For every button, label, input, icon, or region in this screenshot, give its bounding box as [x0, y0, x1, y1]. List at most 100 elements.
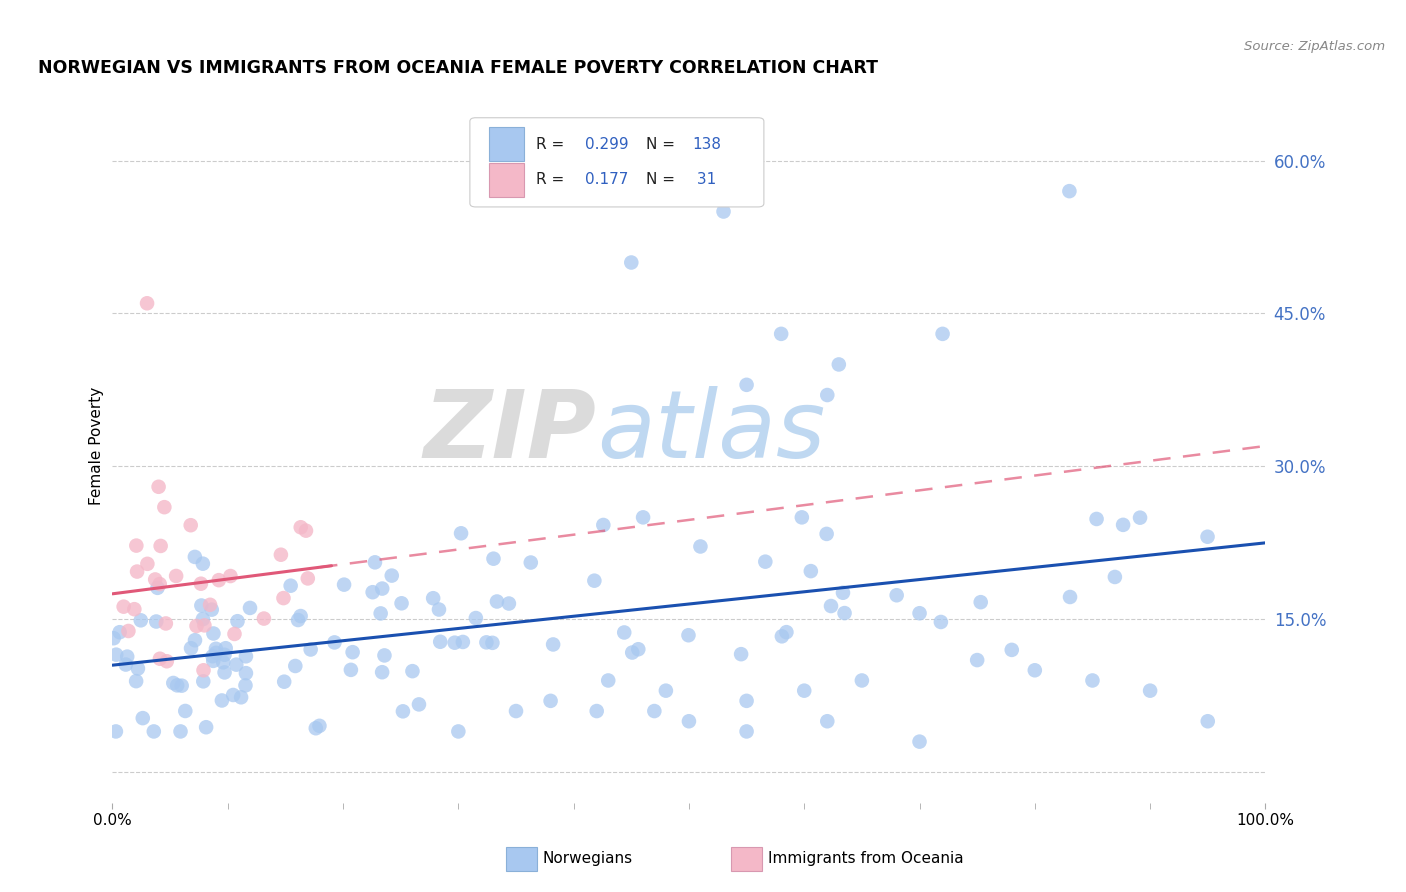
Point: [136, 296, 159, 310]
Point: [166, 678, 188, 692]
Point: [191, 557, 214, 571]
Point: [229, 690, 252, 705]
Point: [103, 631, 125, 645]
Point: [520, 556, 543, 570]
Point: [373, 648, 395, 663]
Point: [1024, 663, 1046, 677]
Point: [735, 694, 758, 708]
Point: [222, 688, 245, 702]
Point: [790, 510, 813, 524]
Point: [713, 204, 735, 219]
Text: Source: ZipAtlas.com: Source: ZipAtlas.com: [1244, 40, 1385, 54]
Point: [226, 614, 249, 628]
Point: [886, 588, 908, 602]
Point: [464, 611, 486, 625]
Point: [108, 625, 131, 640]
Text: Immigrants from Oceania: Immigrants from Oceania: [768, 851, 963, 865]
Point: [125, 674, 148, 689]
Point: [1139, 683, 1161, 698]
Point: [851, 673, 873, 688]
Point: [908, 606, 931, 620]
Point: [235, 666, 257, 681]
Text: R =: R =: [536, 136, 568, 152]
Point: [793, 683, 815, 698]
Point: [105, 648, 128, 662]
Point: [1129, 510, 1152, 524]
Point: [299, 642, 322, 657]
Point: [225, 657, 247, 672]
Point: [970, 595, 993, 609]
Point: [815, 388, 838, 402]
Point: [190, 599, 212, 613]
Point: [1059, 590, 1081, 604]
Point: [115, 649, 138, 664]
Point: [481, 636, 503, 650]
Point: [146, 581, 169, 595]
Text: Norwegians: Norwegians: [543, 851, 633, 865]
Point: [142, 724, 165, 739]
Point: [655, 683, 678, 698]
Point: [631, 510, 654, 524]
Point: [305, 721, 328, 735]
Point: [205, 646, 228, 660]
Text: NORWEGIAN VS IMMIGRANTS FROM OCEANIA FEMALE POVERTY CORRELATION CHART: NORWEGIAN VS IMMIGRANTS FROM OCEANIA FEM…: [38, 59, 877, 77]
Point: [125, 539, 148, 553]
Point: [117, 624, 139, 638]
Point: [273, 591, 295, 606]
Point: [754, 555, 776, 569]
Text: 31: 31: [692, 172, 717, 187]
Point: [193, 674, 215, 689]
Point: [505, 704, 527, 718]
Point: [235, 649, 257, 664]
Point: [125, 565, 148, 579]
Point: [371, 665, 394, 680]
Point: [592, 518, 614, 533]
Point: [621, 646, 644, 660]
Point: [408, 698, 430, 712]
Point: [735, 377, 758, 392]
Text: N =: N =: [647, 136, 681, 152]
Point: [127, 661, 149, 675]
Point: [333, 577, 356, 591]
Point: [169, 724, 191, 739]
Point: [730, 647, 752, 661]
Point: [429, 634, 451, 648]
Point: [678, 628, 700, 642]
Point: [620, 255, 643, 269]
Point: [1085, 512, 1108, 526]
Point: [598, 673, 620, 688]
Text: atlas: atlas: [596, 386, 825, 477]
Point: [195, 720, 218, 734]
Point: [392, 704, 415, 718]
Point: [361, 585, 384, 599]
Point: [191, 612, 214, 626]
Point: [678, 714, 700, 729]
Text: ZIP: ZIP: [423, 385, 596, 478]
Point: [208, 573, 231, 587]
Point: [202, 654, 225, 668]
Point: [391, 596, 413, 610]
Y-axis label: Female Poverty: Female Poverty: [89, 387, 104, 505]
Point: [443, 636, 465, 650]
Point: [235, 678, 257, 692]
Point: [149, 539, 172, 553]
Point: [149, 652, 172, 666]
Point: [170, 679, 193, 693]
Point: [1001, 643, 1024, 657]
Point: [834, 606, 856, 620]
Point: [295, 524, 318, 538]
Point: [929, 615, 952, 629]
Point: [215, 641, 238, 656]
Point: [290, 609, 312, 624]
Point: [202, 626, 225, 640]
Point: [148, 480, 170, 494]
Point: [201, 602, 224, 616]
Point: [1081, 673, 1104, 688]
Point: [371, 582, 394, 596]
Point: [219, 569, 242, 583]
Point: [114, 657, 136, 672]
Point: [498, 597, 520, 611]
Point: [485, 594, 508, 608]
Point: [775, 625, 797, 640]
Point: [153, 500, 176, 515]
